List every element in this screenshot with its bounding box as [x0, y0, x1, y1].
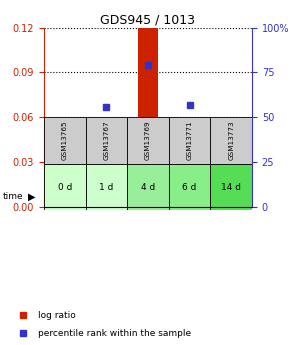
Text: 14 d: 14 d — [221, 183, 241, 192]
Text: 0 d: 0 d — [57, 183, 72, 192]
Text: GSM13771: GSM13771 — [187, 121, 193, 160]
Bar — [127, 117, 169, 164]
Text: 4 d: 4 d — [141, 183, 155, 192]
Bar — [210, 164, 252, 210]
Title: GDS945 / 1013: GDS945 / 1013 — [100, 13, 195, 27]
Text: log ratio: log ratio — [38, 311, 76, 320]
Bar — [127, 164, 169, 210]
Text: percentile rank within the sample: percentile rank within the sample — [38, 329, 191, 338]
Bar — [169, 164, 210, 210]
Bar — [44, 117, 86, 164]
Bar — [210, 117, 252, 164]
Text: 1 d: 1 d — [99, 183, 114, 192]
Bar — [179, 158, 200, 207]
Text: GSM13769: GSM13769 — [145, 121, 151, 160]
Text: 6 d: 6 d — [182, 183, 197, 192]
Text: time: time — [3, 192, 23, 201]
Bar — [169, 117, 210, 164]
Bar — [96, 170, 117, 207]
Bar — [44, 164, 86, 210]
Text: GSM13773: GSM13773 — [228, 121, 234, 160]
Bar — [86, 164, 127, 210]
Bar — [86, 117, 127, 164]
Text: ▶: ▶ — [28, 191, 35, 201]
Text: GSM13767: GSM13767 — [103, 121, 109, 160]
Text: GSM13765: GSM13765 — [62, 121, 68, 160]
Bar — [138, 28, 158, 207]
